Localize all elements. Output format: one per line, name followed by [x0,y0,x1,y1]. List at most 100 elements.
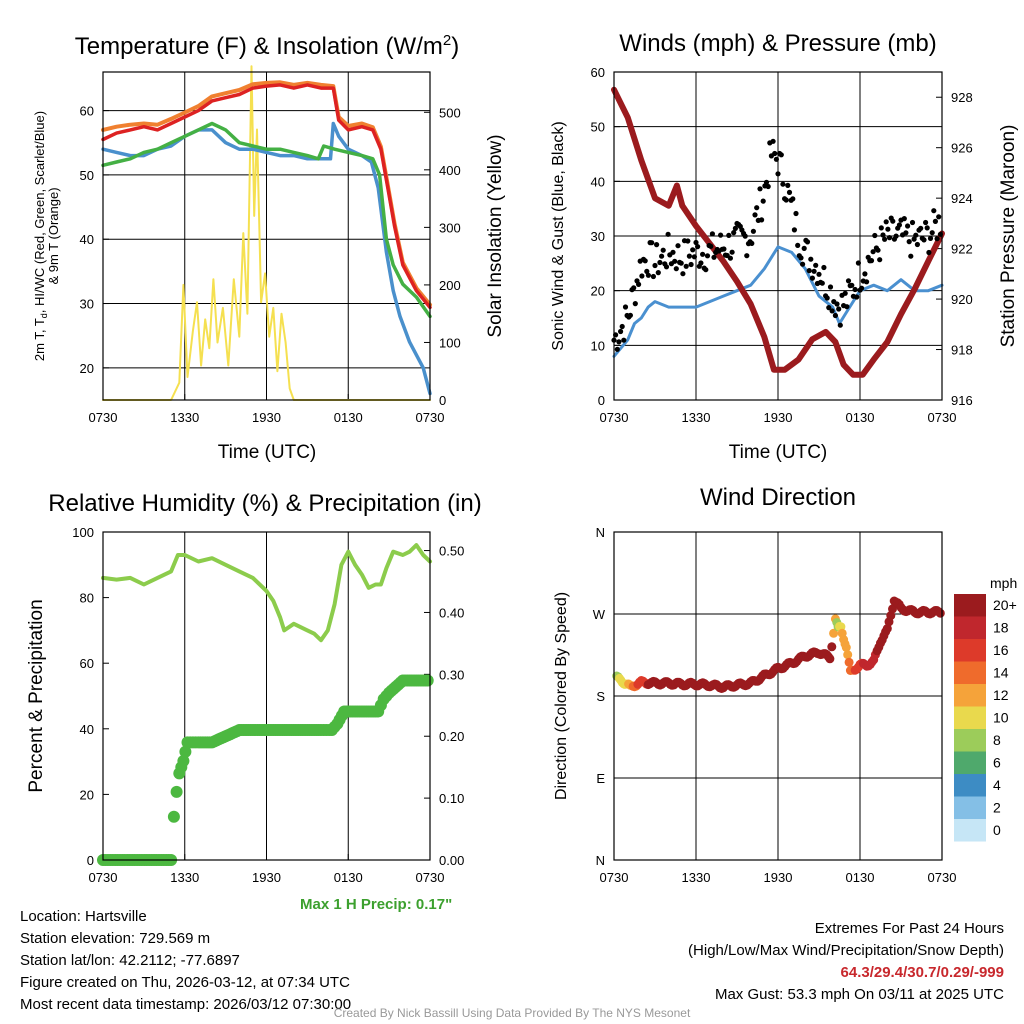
gust-dot [836,306,842,312]
legend-label: 8 [993,732,1001,748]
legend-swatch [954,729,986,752]
gust-dot [657,259,663,266]
legend-label: 18 [993,620,1009,636]
legend-label: 20+ [993,597,1017,613]
gust-dot [693,239,699,246]
temp-ytick-label: 60 [80,104,94,119]
gust-dot [804,239,811,245]
wind-xtick-label: 1930 [764,410,793,425]
gust-dot [673,266,679,272]
extremes-heading: Extremes For Past 24 Hours [814,920,1004,937]
gust-dot [875,247,881,253]
rh-ytick-label: 100 [72,525,94,540]
gust-dot [700,251,706,257]
gust-dot [695,244,701,250]
gust-dot [770,138,776,144]
temp-xtick-label: 1330 [170,410,199,425]
temp-ylabel-right: Solar Insolation (Yellow) [485,134,506,337]
gust-dot [639,273,645,279]
max-gust-text: Max Gust: 53.3 mph On 03/11 at 2025 UTC [714,986,1004,1003]
legend-label: 16 [993,642,1009,658]
gust-dot [886,235,893,241]
temp-ytick-label: 20 [80,361,94,376]
gust-dot [798,255,804,261]
gust-dot [786,189,793,195]
legend-title: mph [990,575,1017,591]
legend-label: 6 [993,755,1001,771]
wind-plot: 0730 1330 1930 0130 0730 0 10 20 30 40 50 60 916 918 9… [591,65,973,425]
wind-rtick-label: 918 [951,343,973,358]
gust-dot [824,295,830,301]
rh-ylabel-left: Percent & Precipitation [26,599,47,792]
legend-label: 2 [993,800,1001,816]
gust-dot [852,286,858,293]
dir-ytick-label: E [596,771,605,786]
gust-dot [670,249,676,255]
wind-rtick-label: 928 [951,90,973,105]
direction-dot [888,604,897,614]
precip-dot [167,810,180,823]
gust-dot [811,268,817,274]
gust-dot [621,337,627,343]
temp-xtick-label: 0730 [89,410,118,425]
extremes-values: 64.3/29.4/30.7/0.29/-999 [840,964,1004,981]
max-precip-label: Max 1 H Precip: 0.17" [300,896,453,913]
wind-rtick-label: 924 [951,191,973,206]
temp-xlabel: Time (UTC) [218,442,317,463]
gust-dot [883,219,889,225]
recent-text: Most recent data timestamp: 2026/03/12 0… [20,996,352,1013]
rh-line [101,543,432,643]
gust-dot [765,183,771,190]
wind-xtick-label: 0730 [928,410,957,425]
elevation-text: Station elevation: 729.569 m [20,930,211,947]
gust-dot [763,179,770,185]
gust-dot [934,236,940,242]
gust-dot [845,278,852,284]
gust-dot [821,264,827,271]
gust-dot [903,230,909,236]
dir-ylabel-left: Direction (Colored By Speed) [553,592,570,800]
gust-dot [932,218,939,224]
dir-ytick-label: S [596,689,605,704]
wind-ylabel-left: Sonic Wind & Gust (Blue, Black) [550,121,567,350]
gust-dot [832,312,839,319]
legend-label: 14 [993,665,1009,681]
gust-dot [708,243,714,249]
dewpoint-line [101,121,432,396]
wind-ytick-label: 50 [591,120,605,135]
wind-rtick-label: 922 [951,242,973,257]
sonic-wind-line [612,245,944,358]
gust-dot [619,323,625,330]
wind-ytick-label: 0 [598,393,605,408]
gust-dot [754,205,760,211]
temp-ytick-label: 50 [80,168,94,183]
gust-dot [859,285,865,291]
rh-plot: 0730 1330 1930 0130 0730 0 20 40 60 80 100 0.00 0.10… [72,525,464,885]
direction-dot [825,654,835,664]
temp-ytick-label: 40 [80,232,94,247]
gust-dot [780,181,786,187]
created-text: Figure created on Thu, 2026-03-12, at 07… [20,974,350,991]
temp-border [102,71,431,401]
gust-dot [842,290,848,296]
gust-dot [675,243,681,249]
gust-dot [809,275,816,281]
wind-xtick-label: 1330 [682,410,711,425]
rh-xtick-label: 0130 [334,870,363,885]
gust-dot [680,271,686,277]
gust-dot [896,222,903,228]
gust-dot [819,280,825,286]
gust-dot [678,260,684,266]
gust-dot [854,294,860,300]
temp-rtick-label: 400 [439,163,461,178]
gust-dot [801,245,807,251]
gust-dot [906,239,912,245]
gust-dot [691,254,698,260]
gust-dot [901,216,907,222]
gust-dot [926,249,932,256]
rh-ytick-label: 20 [80,787,94,802]
wind-xtick-label: 0730 [600,410,629,425]
rh-rtick-label: 0.40 [439,605,464,620]
extremes-info: Extremes For Past 24 Hours (High/Low/Max… [688,918,1004,1006]
